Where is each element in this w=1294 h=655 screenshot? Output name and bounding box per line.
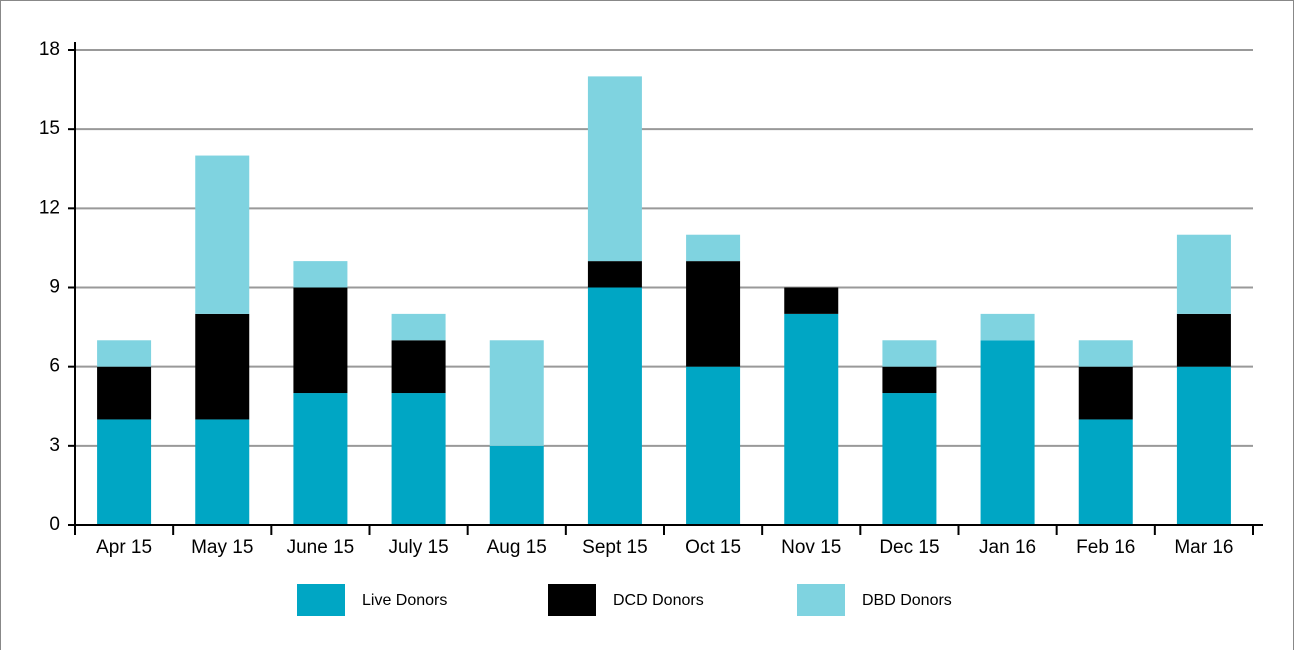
x-tick-label: May 15 bbox=[191, 537, 253, 558]
x-tick-label: Feb 16 bbox=[1076, 537, 1135, 558]
legend-label: Live Donors bbox=[362, 592, 447, 609]
y-tick-label: 6 bbox=[49, 356, 60, 377]
bar-segment bbox=[195, 313, 250, 420]
bar-segment bbox=[686, 366, 741, 525]
bar-segment bbox=[1078, 366, 1133, 420]
y-tick-label: 9 bbox=[49, 277, 60, 298]
legend-label: DBD Donors bbox=[862, 592, 952, 609]
bar-segment bbox=[686, 261, 741, 367]
bar-segment bbox=[980, 313, 1035, 341]
bar-segment bbox=[1078, 340, 1133, 367]
bar-segment bbox=[391, 313, 446, 341]
bar-segment bbox=[1176, 366, 1231, 525]
bar-segment bbox=[97, 419, 152, 525]
bar-segment bbox=[489, 340, 544, 446]
y-tick-label: 12 bbox=[39, 197, 60, 218]
x-tick-label: Dec 15 bbox=[879, 537, 939, 558]
x-tick-label: Sept 15 bbox=[582, 537, 648, 558]
bar-segment bbox=[391, 393, 446, 525]
bar-segment bbox=[882, 366, 937, 394]
legend-label: DCD Donors bbox=[613, 592, 704, 609]
bar-segment bbox=[686, 234, 741, 262]
y-tick-label: 3 bbox=[49, 435, 60, 456]
bar-segment bbox=[882, 340, 937, 367]
legend-swatch bbox=[548, 584, 596, 616]
x-tick-label: Oct 15 bbox=[685, 537, 741, 558]
x-tick-label: Jan 16 bbox=[979, 537, 1036, 558]
y-tick-label: 18 bbox=[39, 39, 60, 60]
x-tick-label: Apr 15 bbox=[96, 537, 152, 558]
bar-segment bbox=[293, 261, 348, 288]
x-tick-label: Mar 16 bbox=[1174, 537, 1233, 558]
bar-segment bbox=[784, 287, 839, 314]
bar-segment bbox=[293, 393, 348, 525]
bar-segment bbox=[784, 313, 839, 525]
bar-segment bbox=[587, 261, 642, 288]
bar-segment bbox=[195, 419, 250, 525]
bar-segment bbox=[587, 287, 642, 525]
bar-segment bbox=[587, 76, 642, 262]
bar-segment bbox=[1176, 234, 1231, 314]
bar-segment bbox=[1078, 419, 1133, 525]
bar-segment bbox=[489, 445, 544, 525]
legend-swatch bbox=[297, 584, 345, 616]
bar-segment bbox=[195, 155, 250, 314]
bar-segment bbox=[1176, 313, 1231, 367]
legend-swatch bbox=[797, 584, 845, 616]
y-tick-label: 0 bbox=[49, 514, 60, 535]
bar-segment bbox=[882, 393, 937, 525]
x-tick-label: July 15 bbox=[388, 537, 448, 558]
x-tick-label: June 15 bbox=[287, 537, 355, 558]
bar-segment bbox=[97, 366, 152, 420]
bar-segment bbox=[97, 340, 152, 367]
bar-segment bbox=[980, 340, 1035, 525]
x-tick-label: Aug 15 bbox=[487, 537, 547, 558]
y-tick-label: 15 bbox=[39, 118, 60, 139]
bar-segment bbox=[293, 287, 348, 394]
x-tick-label: Nov 15 bbox=[781, 537, 841, 558]
bar-segment bbox=[391, 340, 446, 394]
